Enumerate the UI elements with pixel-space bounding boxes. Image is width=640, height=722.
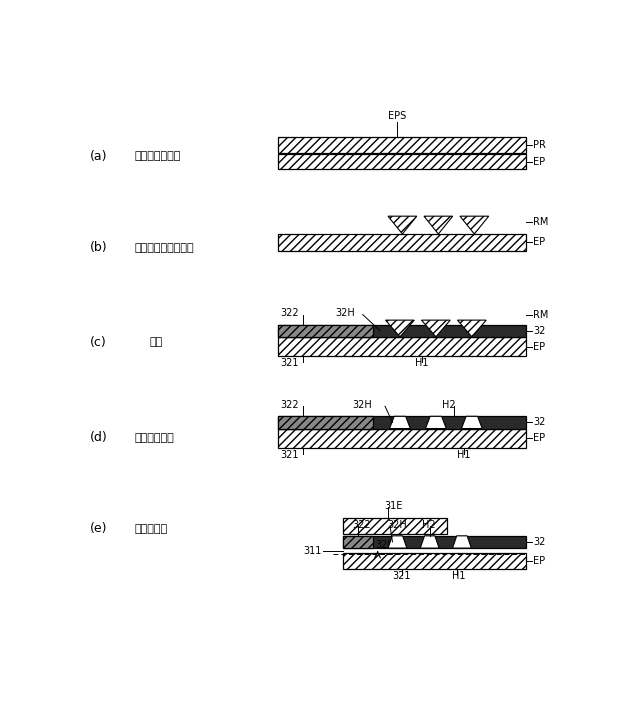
Text: 322: 322 [280, 400, 298, 410]
Text: EP: EP [533, 157, 545, 167]
Text: H1: H1 [415, 359, 428, 368]
Polygon shape [388, 536, 407, 548]
Text: 322: 322 [353, 520, 371, 530]
Bar [278, 417, 372, 429]
Text: EP: EP [533, 556, 545, 566]
Text: (c): (c) [90, 336, 107, 349]
Polygon shape [385, 320, 414, 336]
Text: RM: RM [533, 310, 548, 320]
Text: 32H: 32H [335, 308, 355, 318]
Text: EP: EP [533, 433, 545, 443]
Polygon shape [424, 216, 452, 234]
Text: RM: RM [533, 217, 548, 227]
Bar [278, 325, 526, 336]
Text: 32H: 32H [353, 400, 372, 410]
Bar [278, 429, 526, 448]
Text: 32H: 32H [388, 520, 407, 530]
Text: 321: 321 [280, 451, 298, 460]
Text: 32: 32 [533, 326, 546, 336]
Polygon shape [458, 320, 486, 336]
Polygon shape [426, 417, 446, 429]
Polygon shape [422, 320, 451, 336]
Text: EP: EP [533, 342, 545, 352]
Text: 322: 322 [280, 308, 298, 318]
Text: EPS: EPS [388, 111, 406, 121]
Polygon shape [390, 417, 410, 429]
Bar [343, 518, 447, 534]
Text: H1: H1 [452, 571, 465, 581]
Bar [343, 552, 526, 569]
Text: H1: H1 [457, 451, 470, 460]
Text: 32: 32 [533, 537, 546, 547]
Bar [278, 417, 526, 429]
Bar [343, 536, 372, 548]
Text: EP: EP [533, 238, 545, 248]
Text: (d): (d) [90, 432, 108, 445]
Text: H2: H2 [422, 520, 436, 530]
Text: (e): (e) [90, 522, 108, 535]
Text: 32E: 32E [375, 540, 394, 550]
Text: 32: 32 [533, 417, 546, 427]
Text: 接合・剥離: 接合・剥離 [134, 523, 168, 534]
Bar [343, 536, 526, 548]
Text: 321: 321 [280, 359, 298, 368]
Polygon shape [461, 417, 483, 429]
Bar [278, 234, 526, 251]
Text: 311: 311 [303, 546, 322, 556]
Text: レジスト除去: レジスト除去 [134, 433, 174, 443]
Text: 電解: 電解 [150, 337, 163, 347]
Text: (a): (a) [90, 149, 108, 162]
Bar [278, 136, 526, 153]
Polygon shape [452, 536, 471, 548]
Text: レジストマスク形成: レジストマスク形成 [134, 243, 194, 253]
Text: レジスト層形成: レジスト層形成 [134, 151, 181, 161]
Polygon shape [420, 536, 439, 548]
Bar [278, 325, 372, 336]
Bar [278, 336, 526, 356]
Polygon shape [460, 216, 489, 234]
Text: H2: H2 [442, 400, 456, 410]
Text: (b): (b) [90, 241, 108, 254]
Text: 31E: 31E [385, 501, 403, 511]
Text: 321: 321 [392, 571, 411, 581]
Bar [278, 154, 526, 170]
Polygon shape [388, 216, 417, 234]
Text: PR: PR [533, 140, 546, 150]
